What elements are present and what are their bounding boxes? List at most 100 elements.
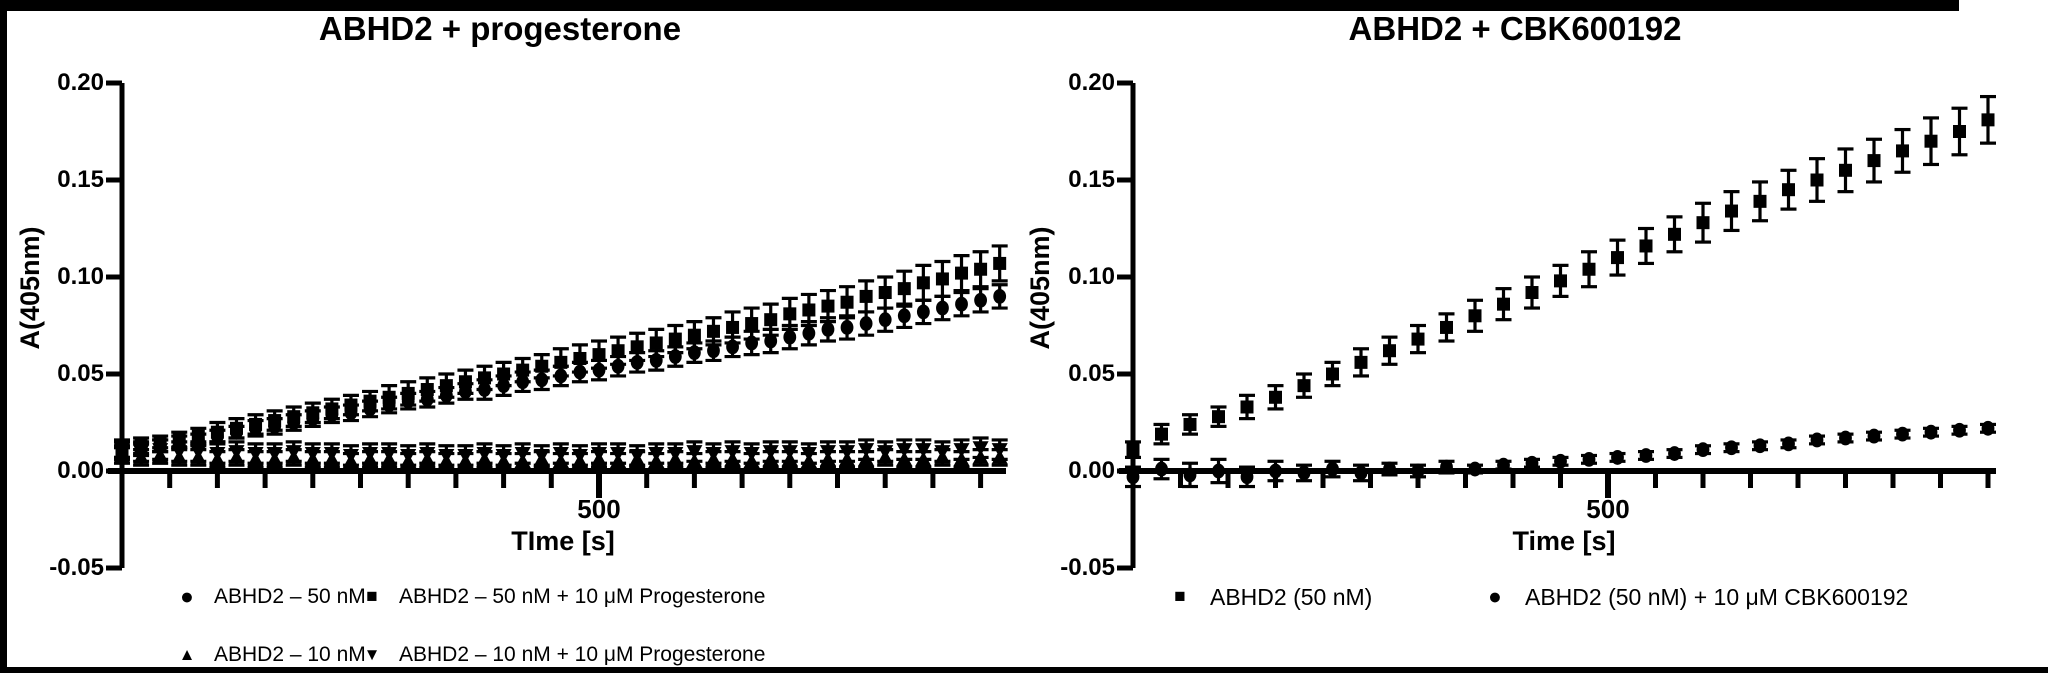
data-point — [915, 443, 932, 458]
data-point — [707, 343, 720, 359]
data-point — [1383, 461, 1396, 477]
left-x-axis-label: TIme [s] — [511, 526, 615, 556]
data-point — [1582, 451, 1596, 467]
data-point — [152, 443, 169, 458]
data-point — [1639, 448, 1653, 463]
data-point — [1497, 457, 1510, 473]
data-point — [1782, 183, 1795, 197]
data-point — [1725, 440, 1738, 456]
y-tick-label: 0.05 — [57, 360, 104, 387]
data-point — [249, 417, 263, 431]
data-point — [1126, 443, 1140, 457]
data-point — [1839, 430, 1852, 446]
data-point — [458, 375, 472, 389]
data-point — [745, 317, 759, 331]
data-point — [209, 447, 226, 462]
data-point — [668, 332, 682, 346]
data-point — [591, 447, 607, 462]
data-point — [611, 358, 625, 374]
series-0 — [1125, 94, 1996, 460]
data-point — [325, 402, 339, 416]
data-point — [304, 447, 321, 462]
figure-border-bottom — [0, 667, 2048, 673]
data-point — [840, 295, 854, 309]
data-point — [535, 372, 549, 388]
data-point — [783, 329, 797, 345]
data-point — [1896, 144, 1909, 158]
data-point — [802, 303, 816, 317]
series-3 — [114, 436, 1008, 467]
data-point — [191, 429, 205, 443]
data-point — [1354, 355, 1368, 369]
data-point — [897, 308, 911, 324]
data-point — [686, 445, 703, 460]
data-point — [783, 307, 797, 321]
data-point — [859, 289, 873, 303]
data-point — [381, 447, 398, 462]
data-point — [648, 447, 665, 462]
data-point — [1126, 469, 1140, 485]
data-point — [535, 359, 549, 373]
data-point — [610, 447, 627, 462]
data-point — [1867, 428, 1881, 444]
data-point — [362, 447, 379, 462]
data-point — [1953, 125, 1966, 138]
data-point — [1924, 134, 1938, 148]
data-point — [287, 410, 301, 424]
data-point — [935, 272, 949, 286]
data-point — [993, 256, 1007, 270]
series-1 — [114, 244, 1008, 460]
data-point — [1696, 442, 1710, 458]
legend-circle-icon: ● — [180, 583, 194, 609]
data-point — [1896, 426, 1909, 442]
data-point — [1696, 216, 1710, 230]
data-point — [1183, 467, 1197, 483]
data-point — [552, 447, 569, 462]
y-tick-label: 0.10 — [1068, 263, 1115, 290]
y-tick-label: 0.00 — [1068, 457, 1115, 484]
y-tick-label: 0.10 — [57, 263, 104, 290]
legend-label: ABHD2 (50 nM) — [1210, 584, 1373, 610]
data-point — [401, 386, 415, 400]
data-point — [936, 300, 949, 316]
data-point — [554, 355, 568, 369]
y-tick-label: -0.05 — [1060, 554, 1115, 581]
data-point — [1525, 286, 1539, 300]
data-point — [478, 371, 492, 385]
data-point — [439, 379, 453, 393]
data-point — [1867, 154, 1881, 168]
data-point — [1468, 461, 1482, 477]
data-point — [1297, 379, 1311, 393]
data-point — [438, 448, 455, 464]
data-point — [1468, 309, 1482, 323]
data-point — [228, 445, 245, 460]
data-point — [497, 367, 511, 381]
data-point — [1810, 432, 1824, 448]
y-tick-label: 0.00 — [57, 457, 104, 484]
data-point — [955, 266, 969, 280]
chart-plot-area-1 — [1117, 80, 1996, 571]
data-point — [1525, 455, 1539, 471]
data-point — [210, 425, 224, 439]
data-point — [1411, 463, 1425, 479]
left-chart-title: ABHD2 + progesterone — [318, 10, 682, 47]
data-point — [229, 421, 243, 435]
data-point — [1981, 420, 1995, 436]
y-tick-label: 0.20 — [57, 69, 104, 96]
data-point — [878, 286, 892, 300]
data-point — [629, 448, 646, 464]
data-point — [630, 340, 644, 354]
figure-border-left — [0, 0, 7, 673]
legend-label: ABHD2 – 50 nM — [214, 585, 366, 608]
data-point — [419, 447, 436, 462]
data-point — [342, 448, 359, 464]
data-point — [1269, 390, 1282, 404]
data-point — [821, 299, 835, 313]
legend-label: ABHD2 (50 nM) + 10 μM CBK600192 — [1525, 584, 1909, 610]
data-point — [764, 333, 778, 349]
data-point — [1269, 463, 1282, 479]
data-point — [1440, 320, 1453, 334]
data-point — [819, 445, 836, 460]
data-point — [514, 447, 531, 462]
data-point — [1383, 344, 1396, 358]
